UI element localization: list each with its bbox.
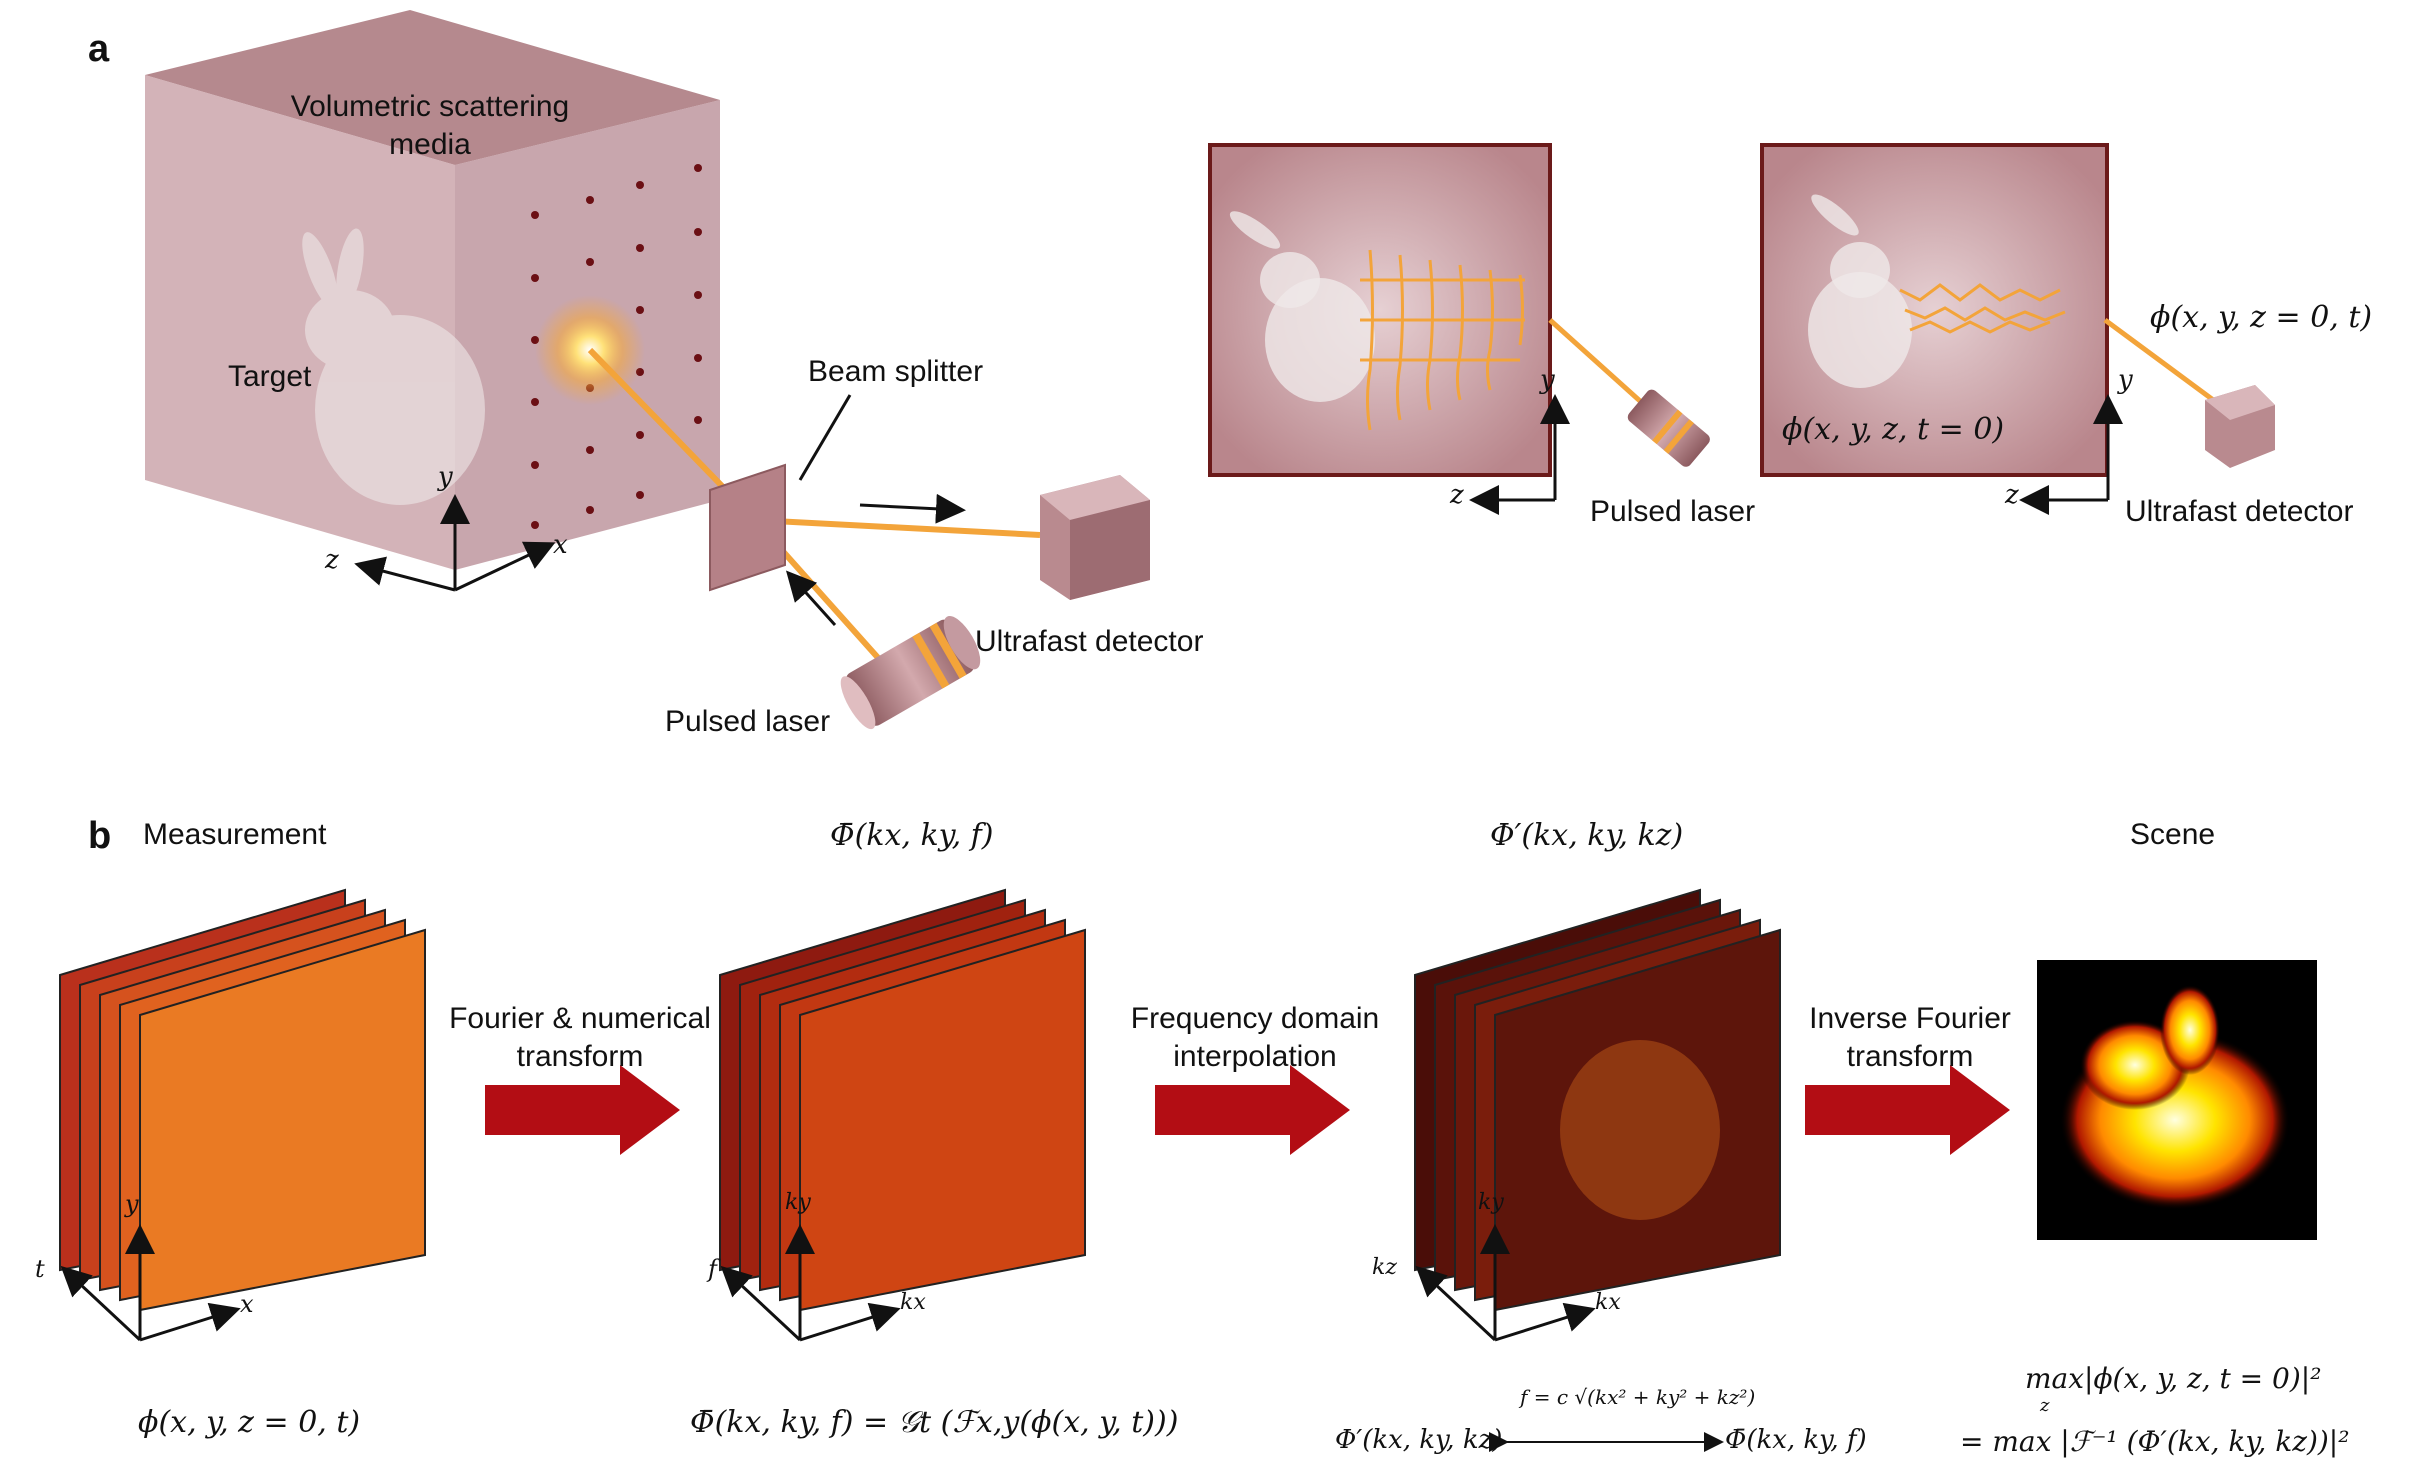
- detector-icon: [1040, 475, 1150, 600]
- eq-scene-sub: z: [2040, 1395, 2050, 1416]
- laser-icon: [840, 616, 981, 730]
- stack2-axis-ky: ky: [785, 1190, 811, 1215]
- measurement-title: Measurement: [143, 818, 327, 851]
- stack1-axis-x: x: [240, 1290, 254, 1318]
- cube-axis-z: z: [325, 545, 339, 575]
- eq-scene-line1: max|ϕ(x, y, z, t = 0)|²: [2025, 1362, 2322, 1395]
- stack2-axis-f: f: [708, 1255, 717, 1283]
- stack3-axis-kx: kx: [1595, 1290, 1621, 1315]
- inset2-field-boundary: ϕ(x, y, z = 0, t): [2150, 300, 2373, 335]
- measurement-stack: [59, 888, 426, 1312]
- stack1-axis-y: y: [125, 1190, 139, 1218]
- inset1-axis-y: y: [1540, 365, 1555, 395]
- eq-interp-right: Φ̄(kx, ky, f): [1725, 1425, 1867, 1455]
- inset-detector-panel: [1760, 143, 2275, 515]
- process-arrow-1: [485, 1065, 680, 1155]
- inset2-detector-label: Ultrafast detector: [2125, 495, 2354, 528]
- fourier-stack: [719, 888, 1086, 1312]
- laser-label: Pulsed laser: [665, 705, 831, 738]
- stack3-axis-ky: ky: [1478, 1190, 1504, 1215]
- beam-splitter-icon: [709, 463, 786, 592]
- arrow1-label: Fourier & numerical transform: [449, 1002, 711, 1073]
- scene-title: Scene: [2130, 818, 2216, 851]
- eq-fourier: Φ̄(kx, ky, f) = 𝒢t (ℱx,y(ϕ(x, y, t))): [690, 1405, 1179, 1440]
- eq-scene-line2: = max |ℱ⁻¹ (Φ′(kx, ky, kz))|²: [1960, 1425, 2350, 1458]
- inset2-axis-y: y: [2118, 365, 2133, 395]
- bunny-target-icon: [302, 228, 485, 505]
- stack1-axis-t: t: [35, 1255, 45, 1283]
- fourier-title: Φ̄(kx, ky, f): [830, 818, 994, 853]
- target-label: Target: [228, 360, 312, 393]
- panel-b-letter: b: [88, 815, 112, 857]
- stack2-axis-kx: kx: [900, 1290, 926, 1315]
- stack3-axis-kz: kz: [1372, 1255, 1397, 1280]
- laser-direction-arrow: [785, 570, 837, 627]
- inset-laser-panel: [1208, 143, 1710, 515]
- scan-points: [531, 164, 702, 529]
- panel-a-letter: a: [88, 28, 110, 70]
- cube-axis-y: y: [438, 462, 453, 492]
- beam-splitter-pointer: [798, 394, 852, 481]
- eq-interp-left: Φ′(kx, ky, kz): [1335, 1425, 1503, 1455]
- inset1-axis-z: z: [1450, 480, 1464, 510]
- inset2-axis-z: z: [2005, 480, 2019, 510]
- scene-reconstruction: [2037, 960, 2317, 1240]
- inset1-laser-label: Pulsed laser: [1590, 495, 1756, 528]
- cube-axes: [354, 494, 556, 592]
- eq-measurement: ϕ(x, y, z = 0, t): [138, 1405, 361, 1440]
- interpolation-stack: [1414, 888, 1781, 1312]
- beam-splitter-label: Beam splitter: [808, 355, 984, 388]
- stack-axes: [60, 1224, 1596, 1342]
- cube-axis-x: x: [553, 530, 568, 560]
- cube-label: Volumetric scattering media: [290, 90, 570, 161]
- inset2-field-initial: ϕ(x, y, z, t = 0): [1782, 412, 2005, 447]
- arrow2-label: Frequency domain interpolation: [1130, 1002, 1380, 1073]
- process-arrow-3: [1805, 1065, 2010, 1155]
- interp-title: Φ′(kx, ky, kz): [1490, 818, 1684, 853]
- process-arrow-2: [1155, 1065, 1350, 1155]
- eq-interp-over: f = c √(kx² + ky² + kz²): [1520, 1385, 1756, 1409]
- detector-direction-arrow: [859, 493, 966, 524]
- arrow3-label: Inverse Fourier transform: [1809, 1002, 2011, 1073]
- detector-label: Ultrafast detector: [975, 625, 1204, 658]
